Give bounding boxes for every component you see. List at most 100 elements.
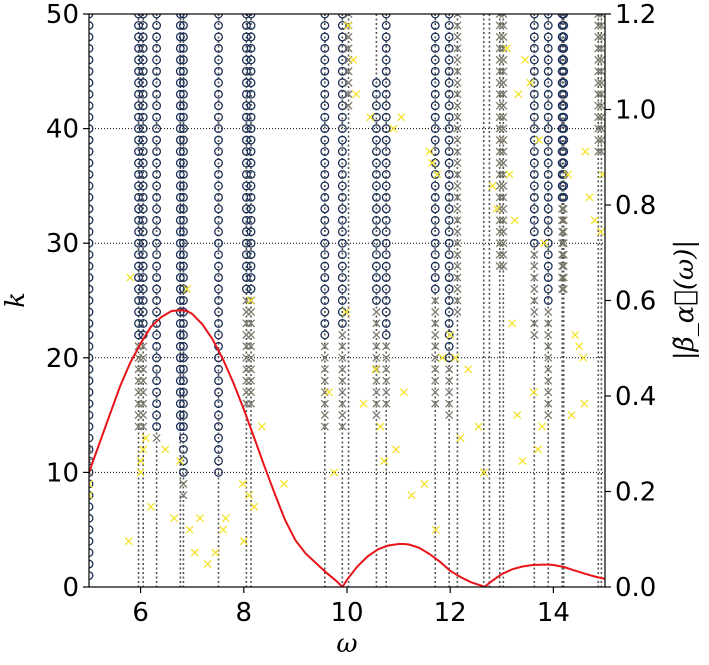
circle-point: [371, 169, 381, 179]
gray-cross-point: [499, 44, 508, 53]
circle-point: [214, 14, 223, 19]
circle-point: [152, 364, 162, 374]
circle-point: [430, 273, 440, 283]
gray-cross-point: [559, 273, 568, 282]
circle-point: [337, 296, 347, 305]
circle-point: [175, 215, 185, 225]
circle-point: [543, 78, 553, 88]
yellow-cross-point: [540, 239, 549, 248]
y-right-tick-label: 1.0: [615, 96, 656, 126]
circle-point: [89, 43, 94, 53]
gray-cross-point: [499, 147, 508, 156]
circle-point: [138, 261, 148, 271]
gray-cross-point: [530, 250, 539, 259]
yellow-cross-point: [89, 479, 94, 488]
gray-cross-point: [453, 14, 462, 19]
circle-point: [337, 250, 347, 260]
circle-point: [559, 66, 569, 76]
circle-point: [214, 273, 223, 283]
yellow-cross-point: [433, 170, 442, 179]
circle-point: [134, 192, 143, 202]
yellow-cross-point: [537, 422, 547, 431]
gray-cross-point: [453, 204, 462, 213]
yellow-cross-point: [238, 479, 247, 488]
gray-cross-point: [320, 399, 329, 408]
circle-point: [320, 158, 330, 168]
circle-point: [320, 204, 330, 214]
gray-cross-point: [499, 170, 508, 179]
circle-point: [543, 135, 553, 145]
circle-point: [337, 32, 347, 42]
circle-point: [175, 307, 185, 317]
circle-point: [175, 261, 185, 271]
gray-cross-point: [246, 376, 256, 385]
circle-point: [246, 147, 256, 156]
circle-point: [178, 112, 188, 122]
gray-cross-point: [320, 376, 329, 385]
gray-cross-point: [597, 55, 605, 64]
circle-point: [241, 124, 251, 134]
gray-cross-point: [453, 136, 462, 145]
gray-cross-point: [246, 353, 256, 362]
circle-point: [175, 238, 185, 248]
gray-cross-point: [495, 44, 504, 53]
circle-point: [89, 101, 94, 111]
circle-point: [543, 158, 553, 168]
circle-point: [138, 204, 148, 214]
circle-point: [152, 55, 162, 65]
gray-cross-point: [559, 284, 568, 294]
gray-cross-point: [453, 170, 462, 179]
circle-point: [134, 307, 143, 317]
gray-cross-point: [445, 399, 454, 408]
yellow-cross-point: [380, 456, 389, 465]
circle-point: [381, 284, 391, 294]
circle-point: [138, 14, 148, 19]
gray-cross-point: [320, 353, 329, 362]
circle-point: [320, 21, 330, 30]
yellow-cross-point: [520, 55, 530, 64]
circle-point: [175, 364, 185, 374]
yellow-cross-point: [146, 502, 155, 511]
circle-point: [381, 181, 391, 191]
circle-point: [430, 14, 440, 19]
circle-point: [381, 147, 391, 156]
circle-point: [138, 158, 148, 168]
yellow-cross-point: [330, 468, 339, 477]
circle-point: [430, 89, 440, 99]
yellow-cross-point: [185, 525, 194, 534]
gray-cross-point: [559, 262, 568, 271]
circle-point: [214, 433, 223, 443]
circle-point: [430, 66, 440, 76]
gray-cross-point: [372, 376, 381, 385]
circle-point: [337, 14, 347, 19]
circle-point: [241, 147, 251, 156]
circle-point: [214, 66, 223, 76]
circle-point: [152, 169, 162, 179]
gray-cross-point: [499, 32, 508, 41]
gray-cross-point: [320, 365, 329, 374]
circle-point: [246, 89, 256, 99]
gray-cross-point: [597, 136, 605, 145]
x-tick-label: 14: [537, 598, 570, 628]
red-curve-line: [89, 309, 605, 587]
circle-point: [444, 124, 454, 134]
circle-point: [134, 21, 143, 30]
circle-point: [444, 353, 454, 363]
gray-cross-point: [338, 342, 347, 351]
circle-point: [559, 43, 569, 53]
gray-cross-point: [453, 55, 462, 64]
circle-point: [444, 14, 454, 19]
circle-point: [529, 112, 539, 122]
circle-point: [543, 124, 553, 134]
circle-point: [178, 387, 188, 397]
circle-point: [138, 32, 148, 42]
gray-cross-point: [499, 216, 508, 225]
circle-point: [89, 215, 94, 225]
circle-point: [134, 158, 143, 168]
circle-point: [529, 89, 539, 99]
circle-point: [559, 14, 569, 19]
circle-point: [89, 307, 94, 317]
circle-point: [337, 101, 347, 111]
circle-point: [214, 112, 223, 122]
circle-point: [138, 284, 148, 294]
